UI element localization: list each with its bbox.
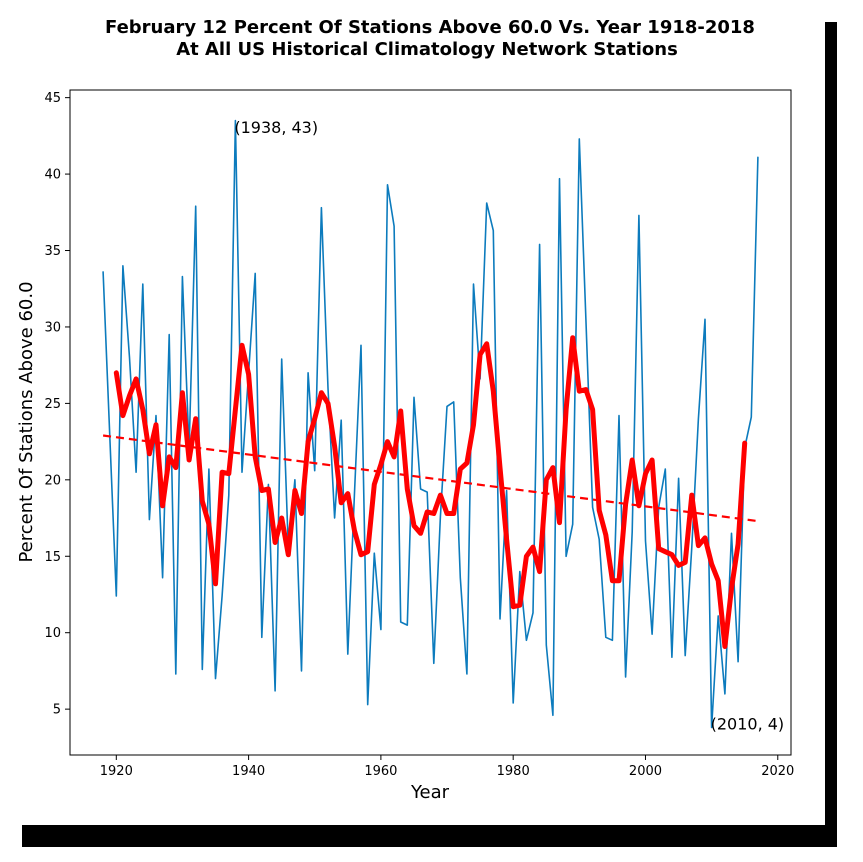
x-axis-label: Year (410, 782, 450, 803)
y-tick-label: 15 (44, 550, 61, 565)
series-layer (102, 119, 759, 729)
chart-title: February 12 Percent Of Stations Above 60… (105, 17, 755, 38)
x-tick-label: 1940 (232, 764, 265, 779)
annotation-label: (2010, 4) (711, 714, 785, 733)
annotation-layer: (1938, 43) (2010, 4) (234, 118, 784, 733)
trend-line (102, 434, 759, 523)
y-tick-label: 20 (44, 473, 61, 488)
x-tick-label: 1920 (100, 764, 133, 779)
x-tick-label: 2000 (629, 764, 662, 779)
y-tick-label: 25 (44, 397, 61, 412)
y-axis: 5 10 15 20 25 30 35 40 45 (44, 91, 70, 718)
y-tick-label: 45 (44, 91, 61, 106)
y-tick-label: 35 (44, 244, 61, 259)
y-tick-label: 30 (44, 320, 61, 335)
x-tick-label: 1980 (497, 764, 530, 779)
y-tick-label: 40 (44, 168, 61, 183)
annotation-label: (1938, 43) (234, 118, 318, 137)
smoothed-series-line (113, 335, 748, 649)
x-tick-label: 1960 (364, 764, 397, 779)
y-tick-label: 10 (44, 626, 61, 641)
y-axis-label: Percent Of Stations Above 60.0 (16, 281, 37, 562)
chart-subtitle: At All US Historical Climatology Network… (176, 39, 678, 60)
y-tick-label: 5 (53, 703, 61, 718)
x-tick-label: 2020 (761, 764, 794, 779)
x-axis: 1920 1940 1960 1980 2000 2020 (100, 755, 794, 779)
